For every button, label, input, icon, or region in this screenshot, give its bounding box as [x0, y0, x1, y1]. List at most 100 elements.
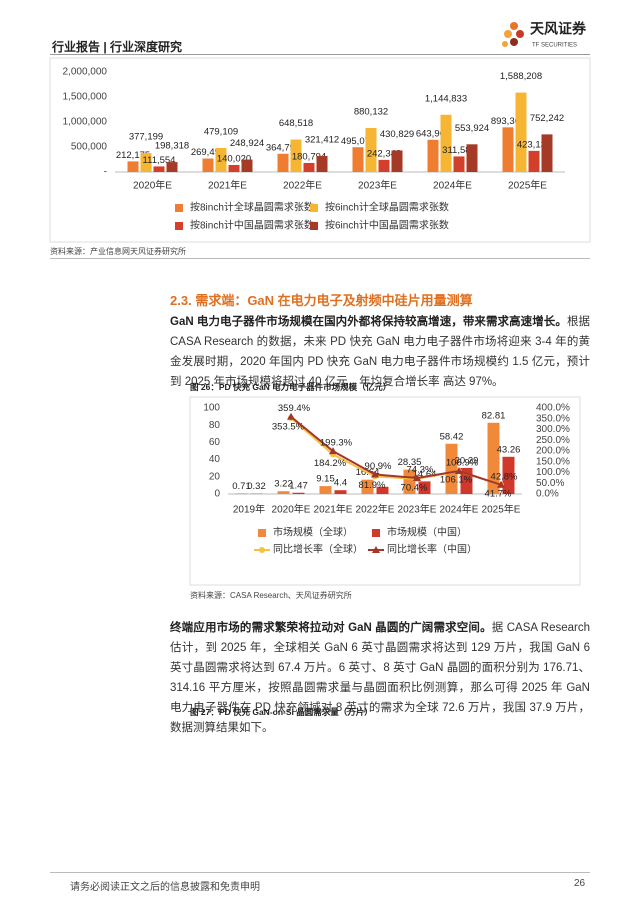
source: 资料来源：产业信息网天风证券研究所: [50, 247, 186, 256]
legend-swatch: [175, 222, 183, 230]
bar: [440, 114, 452, 172]
data-label: 106.9%: [446, 458, 479, 469]
data-label: 269,499: [191, 147, 225, 158]
data-label: 106.1%: [440, 475, 473, 486]
bar: [277, 491, 290, 494]
x-tick-label: 2019年: [233, 503, 265, 516]
y2-tick-label: 200.0%: [536, 446, 570, 457]
text: 据 CASA Research 估计，到 2025 年，全球相关 GaN 6 英…: [170, 622, 590, 734]
data-label: 82.81: [482, 410, 506, 421]
y-tick-label: 80: [209, 420, 221, 431]
data-label: 880,132: [354, 107, 388, 118]
x-tick-label: 2023年E: [398, 503, 437, 516]
line-marker: [413, 474, 421, 482]
data-label: 643,969: [416, 128, 450, 139]
y-tick-label: 500,000: [71, 142, 108, 153]
y-tick-label: 20: [209, 471, 221, 482]
bar: [166, 162, 178, 172]
bar: [541, 134, 553, 172]
data-label: 3.22: [274, 479, 293, 490]
bar: [235, 493, 248, 494]
legend-swatch: [259, 547, 265, 553]
data-label: 752,242: [530, 113, 564, 124]
rule: [50, 258, 590, 259]
data-label: 184.2%: [314, 458, 347, 469]
chart-frame: [49, 57, 591, 243]
chart-frame: [189, 396, 581, 586]
legend-label: 按6inch计全球晶圆需求张数: [325, 201, 449, 214]
y2-tick-label: 400.0%: [536, 403, 570, 414]
line: [290, 415, 502, 486]
source: 资料来源：CASA Research、天风证券研究所: [190, 591, 352, 600]
data-label: 377,199: [129, 132, 163, 143]
data-label: 41.7%: [485, 489, 512, 500]
legend-label: 按8inch计中国晶圆需求张数: [190, 219, 314, 232]
data-label: 198,318: [155, 141, 189, 152]
bar: [153, 166, 165, 172]
y-tick-label: 0: [214, 489, 220, 500]
y-tick-label: 2,000,000: [63, 67, 108, 78]
data-label: 1.47: [289, 480, 308, 491]
bar: [334, 490, 347, 494]
legend-label: 同比增长率（全球）: [273, 543, 363, 556]
x-tick-label: 2021年E: [314, 503, 353, 516]
legend-label: 按8inch计全球晶圆需求张数: [190, 201, 314, 214]
line-marker: [455, 467, 463, 475]
bar: [316, 155, 328, 172]
bar: [403, 469, 416, 494]
paragraph: 终端应用市场的需求繁荣将拉动对 GaN 晶圆的广阔需求空间。据 CASA Res…: [170, 618, 590, 738]
data-label: 553,924: [455, 123, 489, 134]
y2-tick-label: 100.0%: [536, 467, 570, 478]
bar: [241, 159, 253, 172]
x-tick-label: 2020年E: [272, 503, 311, 516]
legend-swatch: [175, 204, 183, 212]
data-label: 479,109: [204, 127, 238, 138]
paragraph: GaN 电力电子器件市场规模在国内外都将保持较高增速，带来需求高速增长。根据 C…: [170, 312, 590, 392]
y2-tick-label: 50.0%: [536, 478, 564, 489]
bar: [319, 486, 332, 494]
y2-tick-label: 250.0%: [536, 435, 570, 446]
lead: 终端应用市场的需求繁荣将拉动对 GaN 晶圆的广阔需求空间。: [170, 622, 492, 634]
data-label: 311,582: [442, 145, 476, 156]
data-label: 43.26: [497, 444, 521, 455]
data-label: 430,829: [380, 129, 414, 140]
bar: [290, 139, 302, 172]
bar: [502, 127, 514, 172]
data-label: 14.64: [413, 469, 437, 480]
x-tick-label: 2023年E: [358, 179, 397, 192]
data-label: 1,144,833: [425, 93, 467, 104]
data-label: 42.8%: [491, 471, 518, 482]
legend-label: 市场规模（中国）: [387, 526, 467, 539]
y2-tick-label: 0.0%: [536, 489, 559, 500]
data-label: 648,518: [279, 118, 313, 129]
x-tick-label: 2022年E: [356, 503, 395, 516]
bar: [365, 127, 377, 172]
y2-tick-label: 300.0%: [536, 424, 570, 435]
x-tick-label: 2020年E: [133, 179, 172, 192]
bar: [361, 479, 374, 494]
page-number: 26: [574, 878, 586, 889]
line-marker: [329, 447, 337, 455]
lead: GaN 电力电子器件市场规模在国内外都将保持较高增速，带来需求高速增长。: [170, 316, 567, 328]
data-label: 90.9%: [365, 461, 392, 472]
y-tick-label: -: [104, 167, 107, 178]
bar: [515, 92, 527, 172]
line-marker: [497, 480, 505, 488]
bar: [502, 456, 515, 494]
data-label: 9.15: [316, 474, 335, 485]
header-rule: [50, 54, 590, 55]
data-label: 81.9%: [359, 480, 386, 491]
data-label: 58.42: [440, 431, 464, 442]
y-tick-label: 100: [203, 403, 220, 414]
line-marker: [287, 412, 295, 420]
bar: [453, 156, 465, 172]
figure-caption: 图 26：PD 快充 GaN 电力电子器件市场规模（亿元）: [190, 382, 392, 392]
y2-tick-label: 150.0%: [536, 456, 570, 467]
data-label: 140,020: [217, 154, 251, 165]
bar: [378, 159, 390, 172]
logo-en: TF SECURITIES: [532, 43, 577, 49]
bar: [466, 144, 478, 172]
x-tick-label: 2021年E: [208, 179, 247, 192]
x-tick-label: 2025年E: [482, 503, 521, 516]
